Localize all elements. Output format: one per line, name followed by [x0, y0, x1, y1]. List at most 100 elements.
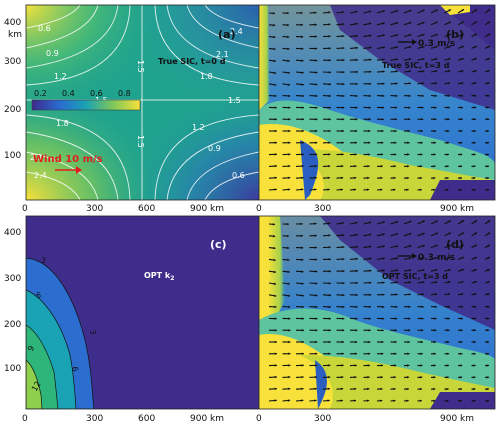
x-tick: 0 — [256, 414, 262, 424]
vector-arrowhead — [407, 352, 410, 355]
vector-arrowhead — [408, 305, 411, 309]
vector-arrowhead — [393, 376, 396, 379]
x-tick: 900 km — [440, 204, 474, 214]
vector-arrowhead — [433, 141, 436, 144]
vector-arrowhead — [421, 118, 424, 121]
wind-label: Wind 10 m/s — [33, 154, 103, 165]
vector-arrowhead — [473, 106, 477, 109]
vector-arrowhead — [288, 375, 291, 379]
x-tick: 900 km — [190, 204, 224, 214]
vector-arrowhead — [342, 34, 345, 38]
vector-arrowhead — [288, 106, 291, 109]
vector-arrowhead — [407, 153, 410, 156]
vector-arrowhead — [380, 364, 384, 367]
vector-arrowhead — [274, 340, 277, 344]
vector-arrowhead — [328, 118, 331, 121]
vector-arrowhead — [473, 376, 476, 379]
vector-arrowhead — [300, 246, 304, 249]
x-tick: 300 — [314, 414, 331, 424]
vector-arrowhead — [366, 399, 370, 402]
vector-arrowhead — [448, 256, 451, 260]
colorbar-tick: 0.8 — [118, 89, 131, 98]
vector-arrowhead — [459, 399, 462, 403]
vector-arrowhead — [393, 188, 396, 191]
vector-arrowhead — [328, 305, 331, 309]
contour-label: 0.6 — [232, 171, 245, 180]
vector-arrowhead — [435, 33, 438, 37]
vector-arrowhead — [328, 317, 331, 320]
vector-arrowhead — [287, 399, 291, 402]
vector-arrowhead — [395, 82, 398, 85]
vector-arrowhead — [287, 47, 290, 51]
vector-arrowhead — [368, 340, 371, 344]
vector-arrowhead — [432, 399, 436, 403]
vector-arrowhead — [273, 294, 277, 297]
vector-arrowhead — [367, 352, 371, 355]
vector-arrowhead — [473, 399, 476, 403]
y-tick: 100 — [4, 151, 21, 161]
vector-arrowhead — [328, 329, 331, 332]
vector-arrowhead — [422, 256, 425, 260]
vector-arrowhead — [301, 141, 304, 144]
vector-arrowhead — [315, 305, 318, 309]
vector-arrowhead — [421, 82, 425, 85]
vector-arrowhead — [420, 165, 423, 168]
vector-arrowhead — [486, 340, 490, 344]
vector-arrowhead — [473, 176, 476, 180]
vector-arrowhead — [382, 221, 385, 224]
vector-arrowhead — [473, 387, 476, 391]
vector-arrowhead — [446, 176, 449, 180]
vector-arrowhead — [369, 269, 372, 272]
vector-arrowhead — [473, 141, 476, 144]
vector-arrowhead — [474, 69, 477, 73]
vector-arrowhead — [314, 222, 317, 225]
vector-arrowhead — [447, 82, 451, 85]
vector-arrowhead — [395, 46, 399, 49]
vector-arrowhead — [287, 188, 291, 191]
x-tick: 300 — [86, 204, 103, 214]
vector-arrowhead — [274, 329, 277, 332]
vector-arrowhead — [274, 317, 277, 320]
vector-arrowhead — [380, 387, 383, 391]
vector-arrowhead — [301, 399, 304, 402]
vector-arrowhead — [274, 176, 277, 179]
vector-arrowhead — [287, 35, 290, 39]
vector-arrowhead — [381, 118, 384, 121]
vector-arrowhead — [315, 129, 318, 133]
vector-arrowhead — [273, 246, 276, 250]
panel-a: 0.6 0.9 1.2 1.5 1.8 2.1 2.4 1.5 1.5 1.5 … — [26, 5, 259, 200]
vector-arrowhead — [459, 387, 463, 391]
vector-arrowhead — [382, 82, 385, 85]
vector-arrowhead — [393, 399, 396, 402]
vector-arrowhead — [474, 33, 477, 36]
panel-d: 0.3 m/s (d) OPT SIC, t=3 d — [259, 216, 495, 409]
vector-arrowhead — [393, 364, 397, 367]
vector-arrowhead — [315, 141, 318, 144]
vector-arrowhead — [355, 269, 358, 273]
vector-arrowhead — [459, 364, 463, 367]
vector-arrowhead — [368, 94, 372, 98]
contour-label: 0.9 — [46, 49, 59, 58]
vector-arrowhead — [369, 281, 372, 284]
vector-arrowhead — [407, 364, 410, 367]
contour-label: 2.4 — [230, 27, 243, 36]
vector-arrowhead — [486, 165, 489, 168]
vector-arrowhead — [315, 106, 318, 109]
y-tick: 300 — [4, 57, 21, 67]
vector-arrowhead — [328, 83, 331, 86]
vector-arrowhead — [408, 58, 412, 61]
vector-arrowhead — [474, 305, 477, 308]
vector-arrowhead — [354, 352, 358, 355]
vector-arrowhead — [369, 70, 372, 73]
vector-arrowhead — [272, 234, 276, 238]
vector-arrowhead — [341, 364, 344, 367]
vector-arrowhead — [355, 94, 358, 98]
vector-arrowhead — [273, 47, 276, 51]
panel-c: 3 6 9 12 3 6 (c) OPT k2 — [26, 216, 259, 409]
x-tick: 0 — [22, 414, 28, 424]
vector-arrowhead — [379, 399, 383, 402]
vector-arrowhead — [421, 317, 424, 320]
vector-arrowhead — [274, 387, 277, 390]
vector-arrowhead — [314, 188, 317, 191]
vector-arrowhead — [446, 188, 449, 192]
